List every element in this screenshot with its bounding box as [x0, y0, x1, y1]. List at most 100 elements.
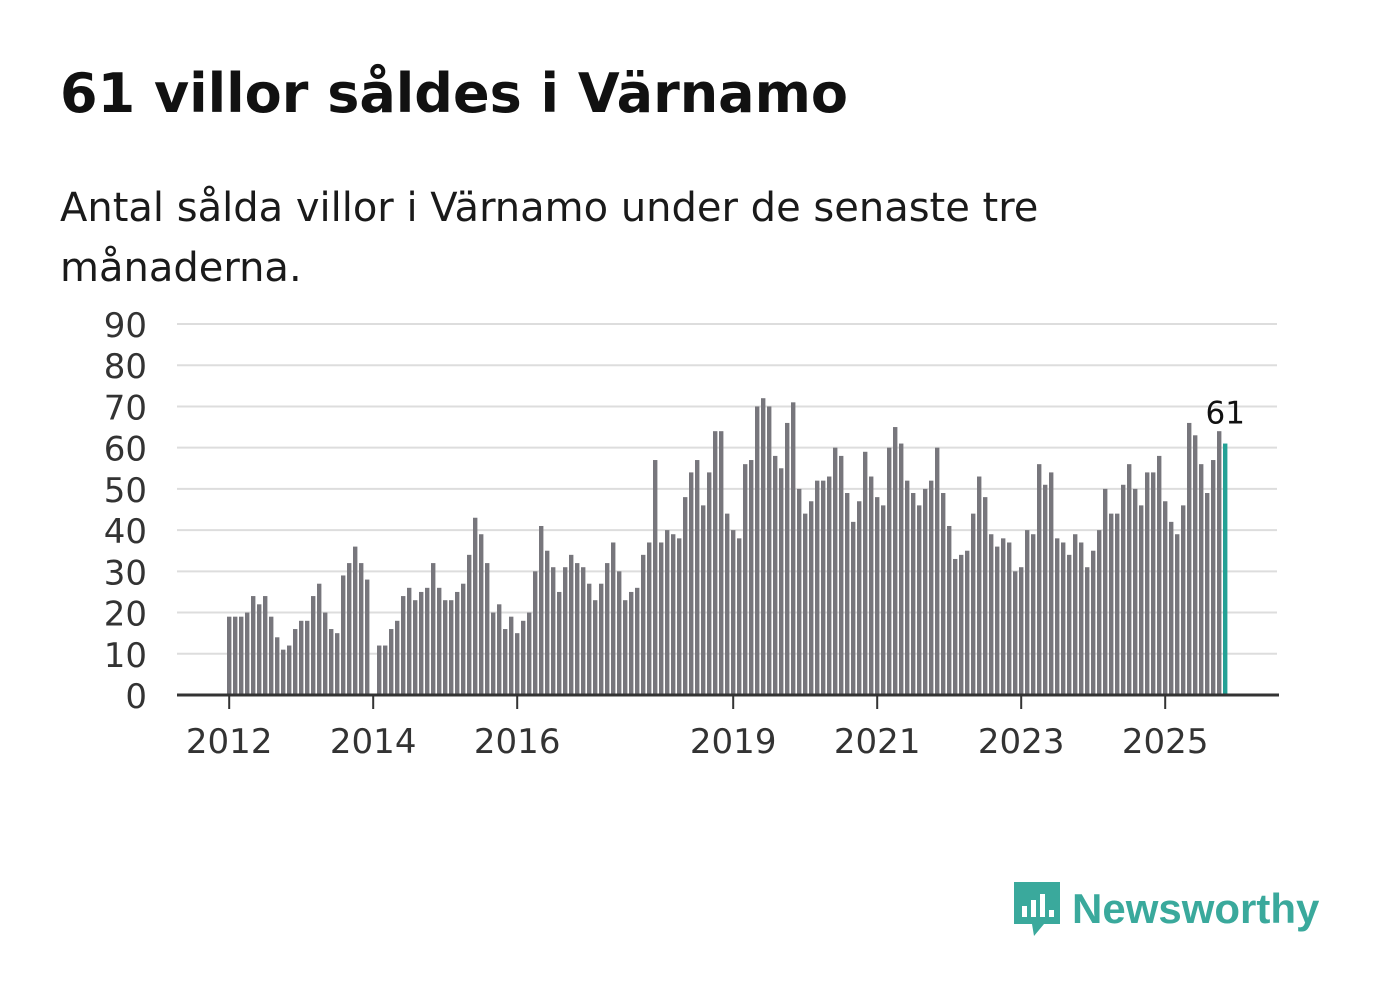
bar: [407, 587, 412, 695]
bar: [959, 554, 964, 695]
bar: [701, 505, 706, 695]
bar-latest: [1223, 443, 1228, 695]
bar: [341, 575, 346, 695]
bar: [293, 629, 298, 695]
y-tick-label: 90: [104, 306, 147, 346]
bar: [605, 563, 610, 695]
bar: [719, 431, 724, 695]
bar: [299, 620, 304, 695]
bar: [659, 542, 664, 695]
bar: [1043, 484, 1048, 695]
bar: [1121, 484, 1126, 695]
bar: [839, 455, 844, 695]
annotations: 61: [1205, 396, 1244, 432]
bar: [617, 571, 622, 695]
bar: [647, 542, 652, 695]
bar: [623, 600, 628, 695]
bar: [929, 480, 934, 695]
y-tick-label: 20: [104, 595, 147, 635]
bar: [233, 616, 238, 695]
bar: [725, 513, 730, 695]
bar: [365, 579, 370, 695]
x-axis: [177, 693, 1279, 709]
chart-subtitle: Antal sålda villor i Värnamo under de se…: [60, 185, 1039, 291]
bar: [947, 525, 952, 695]
x-tick-label: 2023: [978, 722, 1065, 762]
bar: [395, 620, 400, 695]
bar: [1085, 567, 1090, 695]
bar: [1013, 571, 1018, 695]
bar: [641, 554, 646, 695]
bar: [845, 493, 850, 695]
bar: [1037, 464, 1042, 695]
bar: [281, 649, 286, 695]
bar: [563, 567, 568, 695]
x-tick-label: 2016: [474, 722, 561, 762]
bar: [1139, 505, 1144, 695]
bar: [905, 480, 910, 695]
bar: [1001, 538, 1006, 695]
bar: [263, 596, 268, 695]
bar: [1181, 505, 1186, 695]
bar: [923, 488, 928, 695]
bar: [323, 612, 328, 695]
bar: [521, 620, 526, 695]
bar: [539, 525, 544, 695]
bar: [785, 422, 790, 695]
bar: [533, 571, 538, 695]
bar: [743, 464, 748, 695]
bar: [431, 563, 436, 695]
bar: [773, 455, 778, 695]
bar: [671, 534, 676, 695]
bar: [665, 530, 670, 695]
bar: [1061, 542, 1066, 695]
bar: [761, 398, 766, 695]
bar: [1007, 542, 1012, 695]
bar: [359, 563, 364, 695]
bar: [971, 513, 976, 695]
bar: [413, 600, 418, 695]
bar: [1145, 472, 1150, 695]
bar: [1133, 488, 1138, 695]
bar: [1055, 538, 1060, 695]
bar: [1217, 431, 1222, 695]
bar: [1163, 501, 1168, 695]
bar: [821, 480, 826, 695]
page-title: 61 villor såldes i Värnamo: [60, 62, 848, 125]
x-tick-label: 2014: [330, 722, 417, 762]
bar: [755, 406, 760, 695]
bar: [593, 600, 598, 695]
bar: [569, 554, 574, 695]
bar: [1115, 513, 1120, 695]
bar: [1097, 530, 1102, 695]
bar: [509, 616, 514, 695]
bar: [1199, 464, 1204, 695]
bar: [419, 591, 424, 695]
bar: [383, 645, 388, 695]
bar: [353, 546, 358, 695]
bar: [269, 616, 274, 695]
y-tick-label: 10: [104, 636, 147, 676]
latest-value-label: 61: [1205, 396, 1244, 432]
bar: [713, 431, 718, 695]
bar: [227, 616, 232, 695]
bar: [707, 472, 712, 695]
bar: [869, 476, 874, 695]
bar: [551, 567, 556, 695]
bar: [767, 406, 772, 695]
bar: [425, 587, 430, 695]
bar: [1073, 534, 1078, 695]
bar: [737, 538, 742, 695]
bar: [275, 637, 280, 695]
bar: [749, 460, 754, 695]
y-tick-label: 30: [104, 553, 147, 593]
bar: [983, 497, 988, 695]
x-tick-label: 2019: [690, 722, 777, 762]
bar: [635, 587, 640, 695]
bar: [875, 497, 880, 695]
bar: [731, 530, 736, 695]
bar: [497, 604, 502, 695]
bar: [449, 600, 454, 695]
